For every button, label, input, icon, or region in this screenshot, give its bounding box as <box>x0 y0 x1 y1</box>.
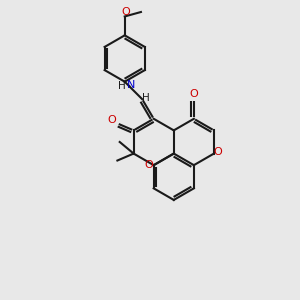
Text: H: H <box>118 81 126 91</box>
Text: H: H <box>142 93 150 103</box>
Text: O: O <box>107 116 116 125</box>
Text: N: N <box>127 80 135 90</box>
Text: O: O <box>213 147 222 157</box>
Text: O: O <box>190 89 198 99</box>
Text: O: O <box>144 160 153 170</box>
Text: O: O <box>122 7 130 17</box>
